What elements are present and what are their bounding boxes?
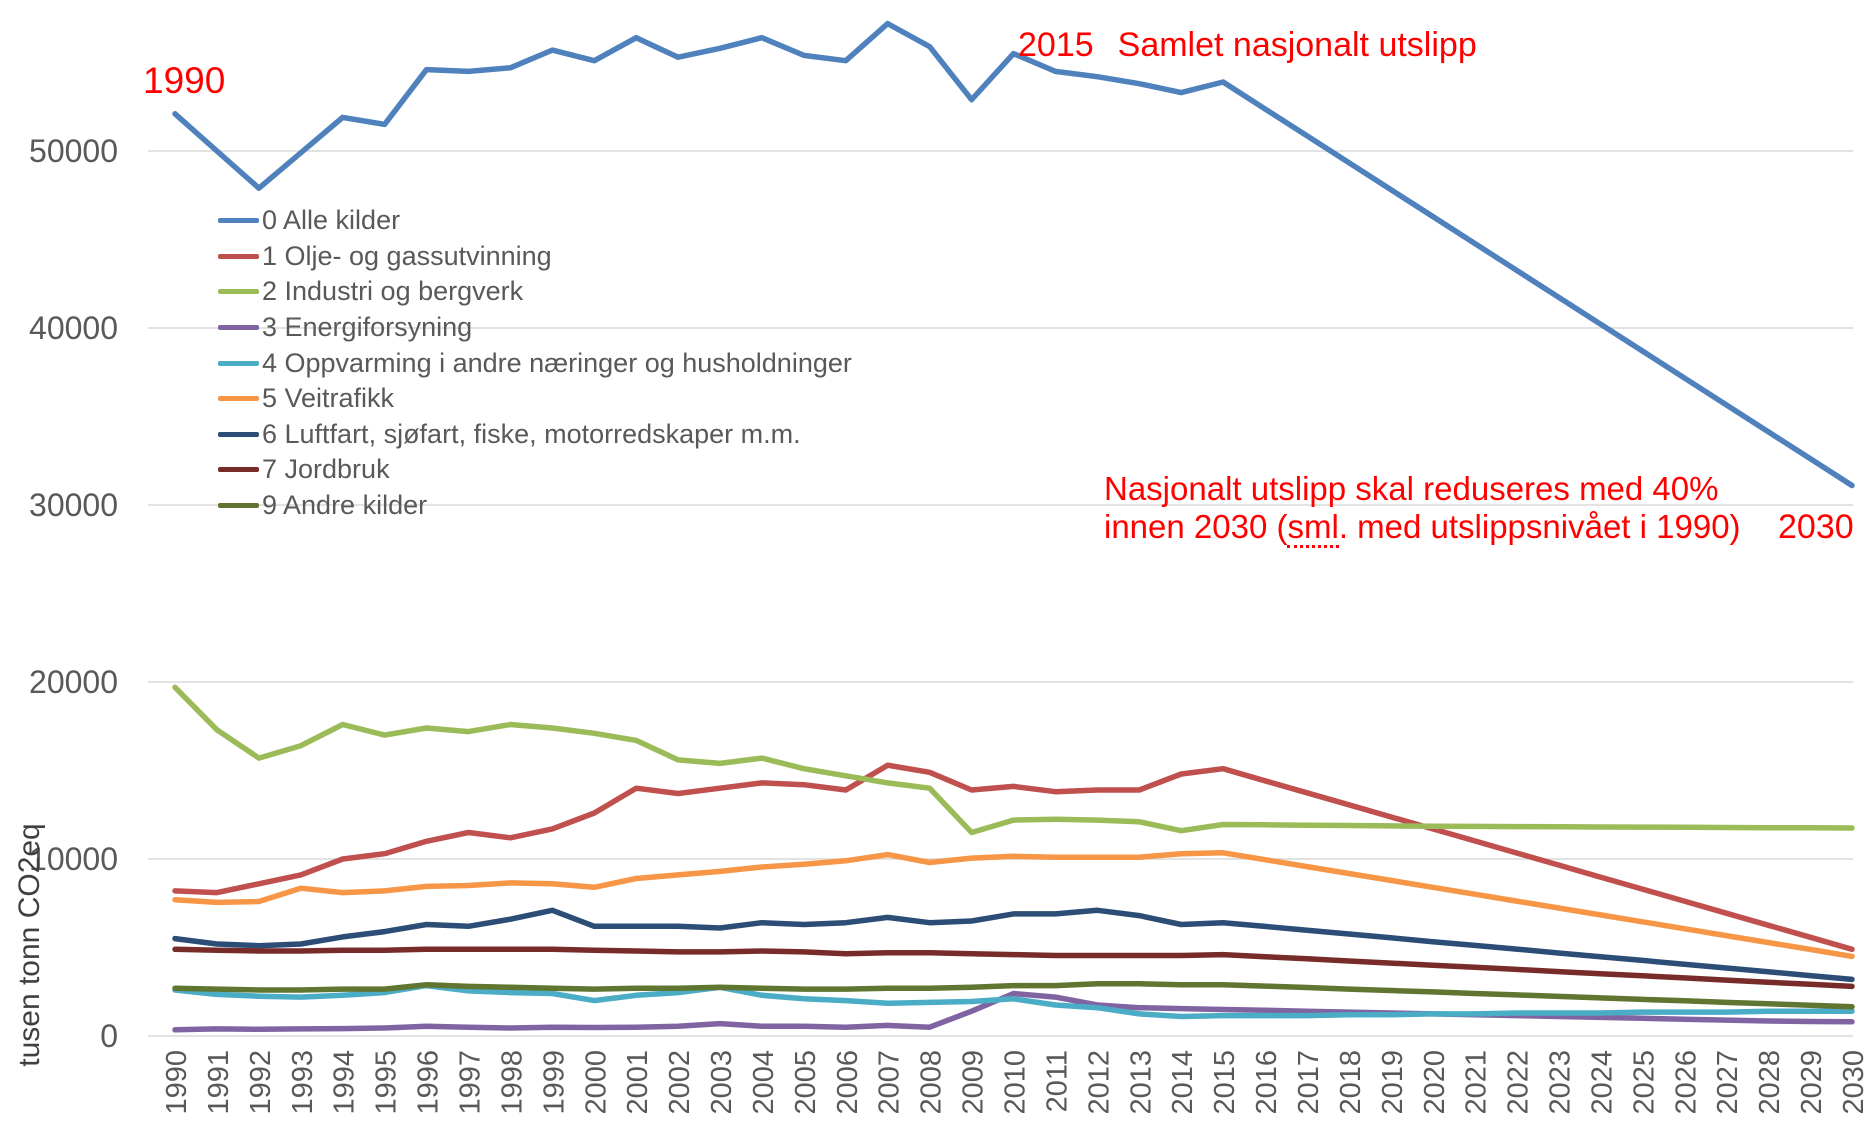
legend-item-oppvarming: 4 Oppvarming i andre næringer og hushold… <box>218 345 852 381</box>
x-tick-label: 2024 <box>1586 1050 1618 1115</box>
legend-line-icon <box>218 325 259 331</box>
x-tick-label: 2014 <box>1167 1050 1199 1115</box>
y-tick-label: 20000 <box>29 664 118 700</box>
goal-line2-sml-word: sml <box>1287 508 1339 548</box>
x-tick-label: 1990 <box>161 1050 193 1115</box>
x-tick-label: 2013 <box>1125 1050 1157 1115</box>
x-tick-label: 2000 <box>580 1050 612 1115</box>
x-tick-label: 2028 <box>1754 1050 1786 1115</box>
annotation-goal: Nasjonalt utslipp skal reduseres med 40%… <box>1104 470 1741 548</box>
x-tick-label: 2005 <box>790 1050 822 1115</box>
legend-item-luftfart-sjofart: 6 Luftfart, sjøfart, fiske, motorredskap… <box>218 417 852 453</box>
legend: 0 Alle kilder 1 Olje- og gassutvinning 2 I… <box>218 203 852 523</box>
x-tick-label: 2011 <box>1041 1050 1073 1112</box>
x-tick-label: 2015 <box>1209 1050 1241 1115</box>
x-tick-label: 2021 <box>1461 1050 1493 1115</box>
legend-line-icon <box>218 396 259 402</box>
x-tick-label: 1996 <box>413 1050 445 1115</box>
annotation-peak: 2015 Samlet nasjonalt utslipp <box>1018 26 1477 65</box>
legend-item-veitrafikk: 5 Veitrafikk <box>218 381 852 417</box>
legend-item-andre-kilder: 9 Andre kilder <box>218 488 852 524</box>
series-line-alle-kilder <box>172 20 1855 489</box>
legend-line-icon <box>218 289 259 295</box>
x-tick-label: 1999 <box>538 1050 570 1115</box>
x-tick-label: 2020 <box>1419 1050 1451 1115</box>
annotation-peak-year: 2015 <box>1018 26 1094 64</box>
y-tick-label: 30000 <box>29 487 118 523</box>
legend-line-icon <box>218 467 259 473</box>
series-line-andre-kilder <box>172 981 1855 1010</box>
annotation-peak-label: Samlet nasjonalt utslipp <box>1117 26 1477 64</box>
x-tick-label: 2023 <box>1545 1050 1577 1115</box>
legend-item-energiforsyning: 3 Energiforsyning <box>218 310 852 346</box>
series-line-jordbruk <box>172 946 1855 990</box>
x-tick-label: 2016 <box>1251 1050 1283 1115</box>
x-tick-label: 1993 <box>287 1050 319 1115</box>
legend-line-icon <box>218 218 259 224</box>
x-tick-label: 2009 <box>958 1050 990 1115</box>
y-tick-label: 50000 <box>29 133 118 169</box>
goal-text-line1: Nasjonalt utslipp skal reduseres med 40% <box>1104 470 1719 507</box>
y-tick-label: 10000 <box>29 841 118 877</box>
series-line-olje-og-gassutvinning <box>172 762 1855 953</box>
legend-item-label: 3 Energiforsyning <box>262 312 473 343</box>
series-line-industri-og-bergverk <box>172 684 1855 836</box>
legend-item-label: 0 Alle kilder <box>262 205 401 236</box>
y-tick-label: 40000 <box>29 310 118 346</box>
x-tick-label: 1998 <box>496 1050 528 1115</box>
legend-item-alle-kilder: 0 Alle kilder <box>218 203 852 239</box>
series-line-oppvarming <box>172 982 1855 1020</box>
x-tick-label: 2002 <box>664 1050 696 1115</box>
legend-item-label: 5 Veitrafikk <box>262 383 395 414</box>
legend-line-icon <box>218 360 259 366</box>
x-tick-label: 2012 <box>1083 1050 1115 1115</box>
legend-item-label: 2 Industri og bergverk <box>262 276 524 307</box>
x-tick-label: 2022 <box>1503 1050 1535 1115</box>
x-tick-label: 2004 <box>748 1050 780 1115</box>
x-tick-label: 2025 <box>1628 1050 1660 1115</box>
legend-item-industri-og-bergverk: 2 Industri og bergverk <box>218 274 852 310</box>
x-tick-label: 2017 <box>1293 1050 1325 1115</box>
legend-item-olje-og-gassutvinning: 1 Olje- og gassutvinning <box>218 239 852 275</box>
annotation-end-year: 2030 <box>1778 508 1854 546</box>
legend-line-icon <box>218 431 259 437</box>
legend-item-label: 7 Jordbruk <box>262 454 390 485</box>
goal-line2-pre: innen 2030 ( <box>1104 508 1288 545</box>
legend-item-jordbruk: 7 Jordbruk <box>218 452 852 488</box>
y-axis-title: tusen tonn CO2eq <box>13 823 46 1067</box>
annotation-start-year: 1990 <box>143 60 226 101</box>
legend-line-icon <box>218 503 259 509</box>
x-tick-label: 2010 <box>1000 1050 1032 1115</box>
legend-item-label: 1 Olje- og gassutvinning <box>262 240 552 271</box>
x-tick-label: 2029 <box>1796 1050 1828 1115</box>
x-tick-label: 2008 <box>916 1050 948 1115</box>
series-line-veitrafikk <box>172 850 1855 960</box>
series-line-luftfart-sjofart <box>172 907 1855 983</box>
x-tick-label: 2003 <box>706 1050 738 1115</box>
x-tick-label: 2027 <box>1712 1050 1744 1115</box>
y-tick-label: 0 <box>100 1018 118 1054</box>
x-tick-label: 1994 <box>329 1050 361 1115</box>
x-tick-label: 1995 <box>371 1050 403 1115</box>
goal-text-line2: innen 2030 (sml. med utslippsnivået i 19… <box>1104 508 1741 548</box>
x-tick-label: 2007 <box>874 1050 906 1115</box>
x-tick-label: 2001 <box>622 1050 654 1115</box>
x-tick-label: 1997 <box>455 1050 487 1115</box>
legend-item-label: 4 Oppvarming i andre næringer og hushold… <box>262 347 852 378</box>
legend-item-label: 9 Andre kilder <box>262 490 428 521</box>
x-tick-label: 2026 <box>1670 1050 1702 1115</box>
goal-line2-post: . med utslippsnivået i 1990) <box>1338 508 1741 545</box>
x-tick-label: 2006 <box>832 1050 864 1115</box>
legend-item-label: 6 Luftfart, sjøfart, fiske, motorredskap… <box>262 418 801 449</box>
x-tick-label: 2019 <box>1377 1050 1409 1115</box>
x-tick-label: 1991 <box>203 1050 235 1115</box>
legend-line-icon <box>218 253 259 259</box>
x-tick-label: 2018 <box>1335 1050 1367 1115</box>
x-tick-label: 1992 <box>245 1050 277 1115</box>
series-line-energiforsyning <box>172 990 1855 1033</box>
x-tick-label: 2030 <box>1838 1050 1870 1115</box>
